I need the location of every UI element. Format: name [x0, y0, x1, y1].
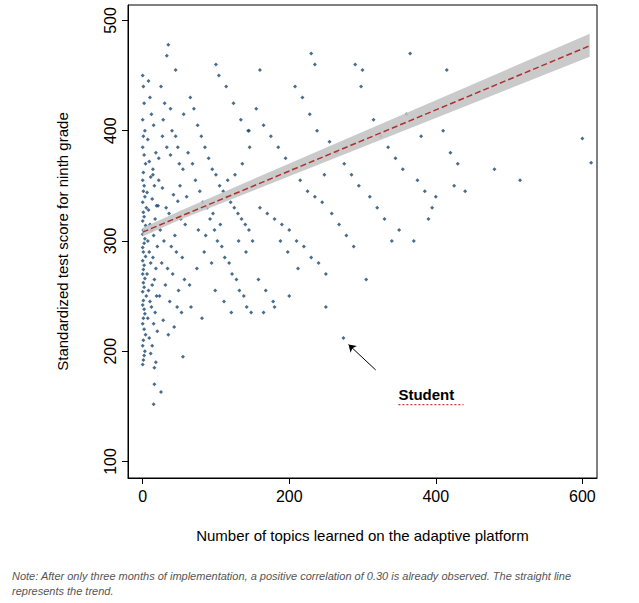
- svg-text:400: 400: [102, 117, 119, 144]
- svg-text:300: 300: [102, 228, 119, 255]
- svg-text:500: 500: [102, 7, 119, 34]
- svg-text:200: 200: [102, 338, 119, 365]
- svg-text:Note: After only three months: Note: After only three months of impleme…: [12, 570, 574, 582]
- svg-text:400: 400: [422, 488, 449, 505]
- svg-text:represents the trend.: represents the trend.: [12, 585, 114, 597]
- svg-text:0: 0: [138, 488, 147, 505]
- svg-text:Student: Student: [398, 386, 454, 403]
- svg-text:100: 100: [102, 448, 119, 475]
- svg-text:Standardized test score for ni: Standardized test score for ninth grade: [54, 112, 71, 371]
- svg-text:600: 600: [569, 488, 596, 505]
- svg-text:200: 200: [276, 488, 303, 505]
- svg-text:Number of topics learned on th: Number of topics learned on the adaptive…: [196, 527, 529, 544]
